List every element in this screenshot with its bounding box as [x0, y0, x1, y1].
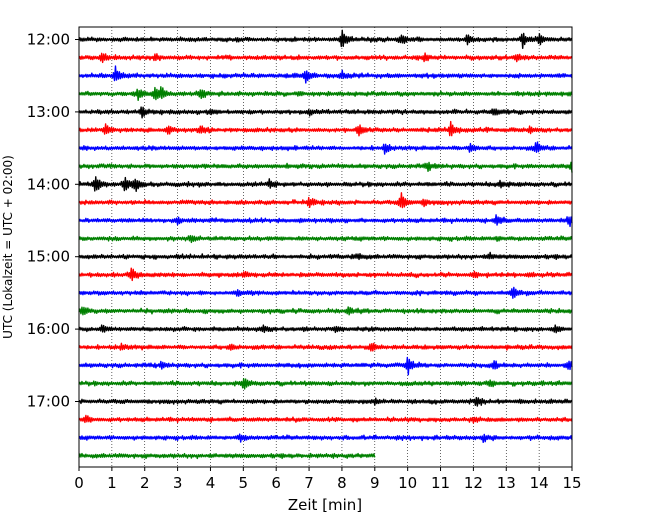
trace-1745 [78, 452, 376, 460]
trace-1645 [78, 377, 573, 390]
x-tick-label: 2 [140, 474, 150, 492]
trace-1400 [78, 176, 573, 193]
seismogram-traces [78, 29, 573, 460]
x-tick-label: 5 [239, 474, 249, 492]
y-axis-label: UTC (Lokalzeit = UTC + 02:00) [1, 155, 15, 339]
trace-1345 [78, 161, 573, 173]
trace-1530 [78, 286, 573, 299]
trace-1330 [78, 141, 573, 155]
x-tick-label: 8 [337, 474, 347, 492]
x-tick-label: 11 [431, 474, 450, 492]
trace-1430 [78, 214, 573, 228]
y-tick-label: 14:00 [27, 175, 70, 193]
y-tick-label: 13:00 [27, 103, 70, 121]
y-tick-label: 16:00 [27, 320, 70, 338]
trace-1315 [78, 120, 573, 137]
vertical-gridlines [111, 27, 540, 467]
trace-1515 [78, 267, 573, 282]
x-tick-label: 12 [464, 474, 483, 492]
plot-background [79, 27, 572, 467]
trace-1500 [78, 251, 573, 261]
trace-1700 [78, 396, 573, 407]
x-tick-label: 9 [370, 474, 380, 492]
x-tick-label: 3 [173, 474, 183, 492]
trace-1200 [78, 29, 573, 49]
trace-1415 [78, 192, 573, 209]
trace-1300 [78, 106, 573, 119]
plot-frame [78, 26, 573, 468]
x-tick-label: 6 [271, 474, 281, 492]
trace-1545 [78, 306, 573, 316]
trace-1715 [78, 414, 573, 424]
x-tick-label: 10 [398, 474, 417, 492]
trace-1615 [78, 342, 573, 352]
x-tick-label: 13 [497, 474, 516, 492]
y-tick-label: 15:00 [27, 248, 70, 266]
x-axis-label: Zeit [min] [288, 496, 362, 514]
x-tick-label: 14 [530, 474, 549, 492]
trace-1730 [78, 433, 573, 444]
trace-1245 [78, 86, 573, 101]
y-tick-label: 12:00 [27, 31, 70, 49]
y-tick-label: 17:00 [27, 393, 70, 411]
x-tick-label: 7 [304, 474, 314, 492]
y-axis-ticks: 12:00 13:00 14:00 15:00 16:00 17:00 [27, 31, 79, 411]
trace-1230 [78, 65, 573, 84]
trace-1630 [78, 356, 573, 376]
trace-1215 [78, 52, 573, 64]
x-tick-label: 4 [206, 474, 216, 492]
trace-1445 [78, 234, 573, 244]
x-tick-label: 0 [74, 474, 84, 492]
x-tick-label: 15 [562, 474, 581, 492]
x-tick-label: 1 [107, 474, 117, 492]
trace-1600 [78, 324, 573, 334]
x-axis-ticks: 0 1 2 3 4 5 6 7 8 9 10 11 12 13 14 15 [74, 467, 582, 492]
